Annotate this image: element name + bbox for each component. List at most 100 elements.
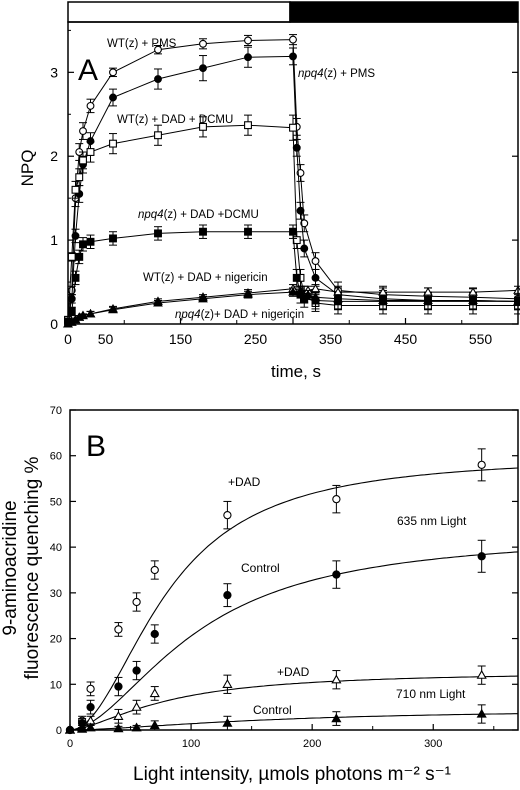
fit-curve	[69, 551, 519, 731]
data-point	[332, 570, 341, 579]
panel-b-ylabel-line1: 9-aminoacridine	[0, 500, 21, 635]
data-point	[423, 295, 433, 304]
data-point	[333, 293, 343, 303]
annotation-part: (z) + DAD +DCMU	[164, 209, 259, 221]
data-point	[78, 310, 88, 320]
data-point	[311, 257, 320, 266]
data-point	[311, 273, 320, 282]
data-point	[108, 304, 118, 314]
annotation-a-1: WT(z) + PMS	[107, 38, 177, 50]
data-point	[300, 219, 309, 228]
data-point	[303, 289, 313, 299]
data-point	[288, 287, 298, 296]
y-tick-label: 10	[50, 679, 62, 691]
data-point	[79, 240, 87, 249]
data-point	[331, 674, 342, 684]
data-point	[244, 53, 252, 62]
annotation-a-4: npq4(z) + DAD +DCMU	[138, 209, 259, 221]
data-point	[154, 131, 162, 140]
data-point	[86, 101, 95, 110]
annotation-a-3: WT(z) + DAD + DCMU	[117, 114, 233, 126]
annotation-b-3: Control	[241, 561, 280, 575]
annotation-b-4: +DAD	[277, 665, 310, 679]
data-point	[109, 139, 117, 148]
fit-curve	[69, 467, 519, 731]
series-b-2	[65, 539, 519, 735]
panel-a-annotations: WT(z) + PMS npq4(z) + PMS WT(z) + DAD + DC…	[107, 38, 375, 321]
data-point	[154, 45, 162, 54]
data-point	[296, 206, 305, 215]
y-tick-label: 30	[50, 588, 62, 600]
annotation-part: npq4	[175, 309, 201, 321]
data-point	[289, 35, 297, 44]
data-point	[109, 93, 117, 102]
data-point	[310, 292, 321, 301]
data-point	[86, 684, 95, 694]
panel-a-xlabel: time, s	[271, 362, 321, 381]
data-point	[244, 36, 252, 45]
panel-a: 0 1 2 3 0 50 150 250 350 450 550 A NPQ time, s WT(…	[18, 1, 520, 381]
x-tick-label: 550	[469, 331, 493, 347]
y-tick-label: 0	[50, 316, 58, 332]
data-point	[154, 75, 162, 83]
data-point	[243, 289, 253, 299]
data-point	[113, 711, 124, 720]
data-point	[150, 565, 159, 575]
series-line	[67, 55, 519, 320]
dark-period-bar	[289, 1, 519, 23]
data-point	[310, 283, 321, 293]
x-tick-label: 450	[394, 331, 418, 347]
panel-b: 0 10 20 30 40 50 60 70 0 100 200 300 B 9-aminoacrid…	[0, 405, 519, 785]
y-tick-label: 3	[50, 64, 58, 80]
data-point	[85, 722, 96, 732]
annotation-part: WT(z) + DAD + nigericin	[143, 272, 268, 284]
data-point	[154, 229, 162, 238]
data-point	[295, 287, 306, 296]
data-point	[292, 143, 301, 152]
annotation-a-2: npq4(z) + PMS	[298, 68, 375, 80]
data-point	[149, 688, 160, 698]
data-point	[132, 597, 141, 607]
data-point	[244, 227, 252, 236]
fit-curve	[69, 675, 519, 731]
data-point	[79, 127, 87, 136]
panel-b-annotations: +DAD 635 nm Light Control +DAD 710 nm Light C…	[228, 475, 467, 717]
panel-a-series	[63, 34, 520, 328]
panel-b-ylabel-line2: fluorescence quenching %	[22, 456, 43, 679]
annotation-b-5: 710 nm Light	[396, 687, 466, 701]
x-tick-label: 250	[244, 331, 268, 347]
annotation-part: (z)+ DAD + nigericin	[201, 309, 305, 321]
data-point	[199, 122, 207, 131]
annotation-b-2: 635 nm Light	[397, 514, 467, 528]
y-tick-label: 2	[50, 148, 58, 164]
panel-b-frame	[69, 409, 519, 731]
data-point	[477, 460, 486, 470]
data-point	[150, 629, 159, 639]
x-tick-label: 300	[424, 738, 442, 750]
data-point	[109, 68, 117, 77]
data-point	[198, 293, 208, 303]
data-point	[71, 185, 80, 194]
data-point	[292, 273, 301, 282]
data-point	[289, 227, 297, 236]
data-point	[75, 173, 84, 182]
data-point	[132, 666, 141, 675]
y-tick-label: 1	[50, 232, 58, 248]
data-point	[223, 510, 232, 520]
data-point	[468, 295, 478, 304]
x-tick-label: 100	[182, 738, 200, 750]
panel-b-label: B	[86, 430, 106, 463]
annotation-a-5: WT(z) + DAD + nigericin	[143, 272, 268, 284]
data-point	[79, 156, 87, 165]
data-point	[85, 308, 96, 318]
data-point	[86, 237, 95, 246]
data-point	[222, 679, 233, 688]
y-tick-label: 20	[50, 634, 62, 646]
y-tick-label: 40	[50, 542, 62, 554]
series-a-6	[63, 287, 520, 328]
data-point	[378, 287, 388, 296]
data-point	[109, 234, 117, 243]
data-point	[289, 52, 297, 61]
annotation-part: npq4	[298, 68, 324, 80]
